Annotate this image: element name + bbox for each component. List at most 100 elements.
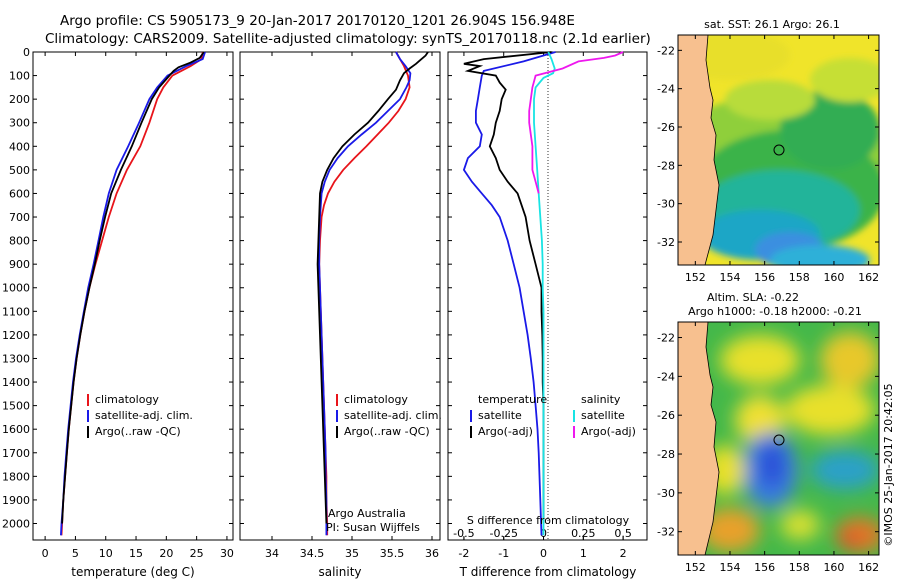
map-x-tick-label: 162 <box>858 271 879 284</box>
legend-label-argo: Argo(..raw -QC) <box>344 425 430 438</box>
map-y-tick-label: -32 <box>657 526 675 539</box>
argo-position-marker <box>773 144 785 156</box>
difference-depth-ticks <box>448 51 647 524</box>
x-tick-label: 5 <box>72 547 79 560</box>
map-x-tick-label: 154 <box>719 271 740 284</box>
depth-tick-label: 1300 <box>2 352 30 365</box>
salinity-x-axis: 34 34.5 35 35.5 36 <box>265 52 439 560</box>
x-tick-label: 34 <box>265 547 279 560</box>
sla-map-title: Altim. SLA: -0.22 <box>707 291 799 304</box>
map-y-tick-label: -26 <box>657 409 675 422</box>
depth-tick-label: 1600 <box>2 423 30 436</box>
legend-label-argo: Argo(..raw -QC) <box>95 425 181 438</box>
depth-tick-label: 900 <box>9 258 30 271</box>
temperature-profiles <box>60 51 206 536</box>
depth-tick-label: 1400 <box>2 376 30 389</box>
credit-line-1: Argo Australia <box>328 507 406 520</box>
depth-tick-label: 700 <box>9 211 30 224</box>
legend-label-satellite: satellite-adj. clim. <box>344 409 442 422</box>
map-x-tick-label: 160 <box>823 561 844 574</box>
salinity-x-label: salinity <box>318 565 361 579</box>
temperature-x-axis: 0 5 10 15 20 25 30 <box>42 52 234 560</box>
x-tick-label: 1 <box>580 547 587 560</box>
legend-swatch-argo <box>87 426 89 438</box>
map-y-tick-label: -28 <box>657 448 675 461</box>
salinity-profiles <box>316 51 429 536</box>
salinity-depth-ticks <box>240 51 440 524</box>
difference-legend: temperature salinity satellite Argo(-adj… <box>470 393 636 438</box>
depth-tick-label: 500 <box>9 164 30 177</box>
sst-map: sat. SST: 26.1 Argo: 26.1 152 154 156 158 16… <box>657 18 880 284</box>
series-line-salinity-satellite <box>533 51 556 536</box>
depth-tick-label: 200 <box>9 93 30 106</box>
map-y-tick-label: -30 <box>657 198 675 211</box>
depth-tick-label: 1100 <box>2 305 30 318</box>
legend-title-salinity: salinity <box>581 393 621 406</box>
depth-tick-label: 600 <box>9 187 30 200</box>
sst-map-axes: 152 154 156 158 160 162 -22 -24 -26 -28 -30 -32 <box>657 35 879 284</box>
temperature-panel: 0100200300400500600700800900100011001200… <box>2 46 234 579</box>
map-x-tick-label: 152 <box>685 561 706 574</box>
temperature-legend: climatology satellite-adj. clim. Argo(..… <box>87 393 193 438</box>
legend-swatch-sal-satellite <box>573 410 575 422</box>
map-y-tick-label: -26 <box>657 121 675 134</box>
difference-panel: -2 -1 0 1 2-0.5 -0.25 0 0.25 0.5 S difference fr… <box>447 51 648 579</box>
header-line-2: Climatology: CARS2009. Satellite-adjuste… <box>45 31 651 47</box>
temperature-x-label: temperature (deg C) <box>71 565 194 579</box>
difference-x-axis: -2 -1 0 1 2-0.5 -0.25 0 0.25 0.5 <box>453 52 632 560</box>
map-y-tick-label: -24 <box>657 83 675 96</box>
x-tick-label: 0 <box>42 547 49 560</box>
series-line-climatology <box>318 51 411 536</box>
sla-field <box>700 332 879 553</box>
depth-tick-label: 1800 <box>2 470 30 483</box>
x-tick-label: 10 <box>99 547 113 560</box>
series-line-salinity-argo-adj- <box>528 51 624 194</box>
map-x-tick-label: 154 <box>719 561 740 574</box>
map-y-tick-label: -22 <box>657 332 675 345</box>
sst-map-title: sat. SST: 26.1 Argo: 26.1 <box>704 18 840 31</box>
legend-label-satellite: satellite-adj. clim. <box>95 409 193 422</box>
x-tick-label: 36 <box>425 547 439 560</box>
series-line-satellite-adj-clim- <box>318 51 412 536</box>
x-tick-label: 34.5 <box>300 547 325 560</box>
series-line-climatology <box>60 51 204 536</box>
legend-swatch-temp-satellite <box>470 410 472 422</box>
legend-swatch-temp-argo <box>470 426 472 438</box>
map-x-tick-label: 158 <box>789 561 810 574</box>
sla-map: Altim. SLA: -0.22 Argo h1000: -0.18 h200… <box>657 291 880 574</box>
depth-tick-label: 1200 <box>2 329 30 342</box>
map-y-tick-label: -24 <box>657 370 675 383</box>
depth-tick-label: 0 <box>23 46 30 59</box>
legend-swatch-argo <box>336 426 338 438</box>
sst-field <box>678 35 879 265</box>
map-x-tick-label: 160 <box>823 271 844 284</box>
x-tick-label: 30 <box>220 547 234 560</box>
legend-label-climatology: climatology <box>95 393 159 406</box>
series-line-temperature-satellite <box>462 51 556 536</box>
series-line-satellite-adj-clim- <box>60 51 206 536</box>
legend-label-sal-satellite: satellite <box>581 409 625 422</box>
depth-tick-label: 1500 <box>2 400 30 413</box>
map-y-tick-label: -30 <box>657 487 675 500</box>
legend-label-temp-satellite: satellite <box>478 409 522 422</box>
depth-tick-label: 400 <box>9 140 30 153</box>
map-x-tick-label: 152 <box>685 271 706 284</box>
x-tick-label: -2 <box>458 547 469 560</box>
depth-tick-label: 1700 <box>2 447 30 460</box>
series-line-argo-raw-qc- <box>61 51 205 524</box>
legend-label-climatology: climatology <box>344 393 408 406</box>
map-x-tick-label: 158 <box>789 271 810 284</box>
legend-swatch-climatology <box>87 394 89 406</box>
sla-map-subtitle: Argo h1000: -0.18 h2000: -0.21 <box>688 305 862 318</box>
s-tick-label: 0.25 <box>571 527 596 540</box>
legend-swatch-sal-argo <box>573 426 575 438</box>
map-x-tick-label: 156 <box>754 271 775 284</box>
x-tick-label: -1 <box>498 547 509 560</box>
map-y-tick-label: -22 <box>657 44 675 57</box>
credit-line-2: PI: Susan Wijffels <box>326 521 420 534</box>
s-tick-label: 0.5 <box>614 527 632 540</box>
depth-tick-label: 100 <box>9 70 30 83</box>
x-tick-label: 0 <box>540 547 547 560</box>
salinity-legend: climatology satellite-adj. clim. Argo(..… <box>336 393 442 438</box>
